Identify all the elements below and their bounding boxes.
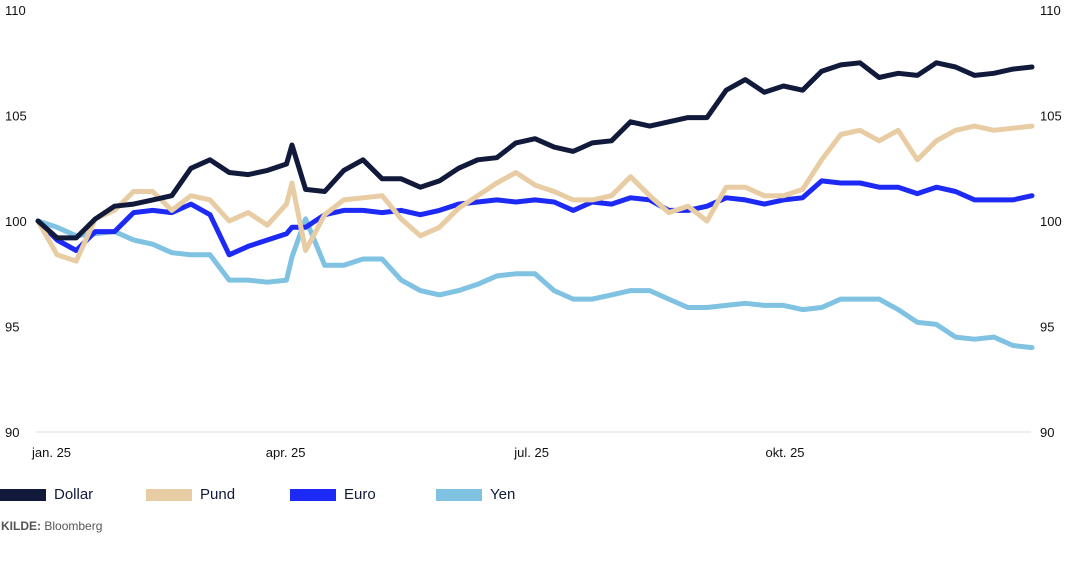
legend-label: Dollar [54, 486, 94, 503]
source-value: Bloomberg [44, 519, 103, 533]
currency-line-chart: 110 105 100 95 90 110 105 100 95 90 jan. 25 apr. … [5, 3, 1062, 460]
y-tick-label-left: 90 [5, 425, 19, 440]
x-tick-label: jan. 25 [31, 445, 71, 460]
y-tick-label-left: 110 [5, 3, 26, 18]
legend-item-pund: Pund [146, 486, 235, 503]
legend-item-dollar: Dollar [0, 486, 93, 503]
y-tick-label-right: 100 [1040, 214, 1062, 229]
y-tick-label-right: 110 [1040, 3, 1061, 18]
x-tick-label: okt. 25 [766, 445, 805, 460]
legend-swatch [146, 488, 192, 501]
legend-swatch [0, 488, 46, 501]
source-label: KILDE: [1, 519, 41, 533]
x-tick-label: jul. 25 [513, 445, 549, 460]
x-tick-label: apr. 25 [266, 445, 306, 460]
legend-swatch [436, 488, 482, 501]
series-line-yen [35, 216, 1035, 351]
series-lines [35, 60, 1035, 351]
y-tick-label-left: 100 [5, 214, 27, 229]
legend-label: Pund [200, 486, 236, 503]
y-tick-label-right: 105 [1040, 109, 1062, 124]
y-axis-right: 110 105 100 95 90 [1040, 3, 1062, 440]
legend-label: Yen [490, 486, 516, 503]
y-tick-label-left: 95 [5, 320, 19, 335]
y-tick-label-left: 105 [5, 109, 27, 124]
x-axis: jan. 25 apr. 25 jul. 25 okt. 25 [31, 445, 805, 460]
y-axis-left: 110 105 100 95 90 [5, 3, 27, 440]
y-tick-label-right: 95 [1040, 320, 1054, 335]
legend-item-yen: Yen [436, 486, 515, 503]
legend: Dollar Pund Euro Yen [0, 486, 1065, 504]
legend-label: Euro [344, 486, 376, 503]
source-note: KILDE: Bloomberg [1, 519, 102, 533]
series-line-pund [35, 123, 1035, 264]
y-tick-label-right: 90 [1040, 425, 1054, 440]
legend-swatch [290, 488, 336, 501]
legend-item-euro: Euro [290, 486, 376, 503]
series-line-dollar [35, 60, 1035, 241]
series-line-euro [35, 178, 1035, 258]
